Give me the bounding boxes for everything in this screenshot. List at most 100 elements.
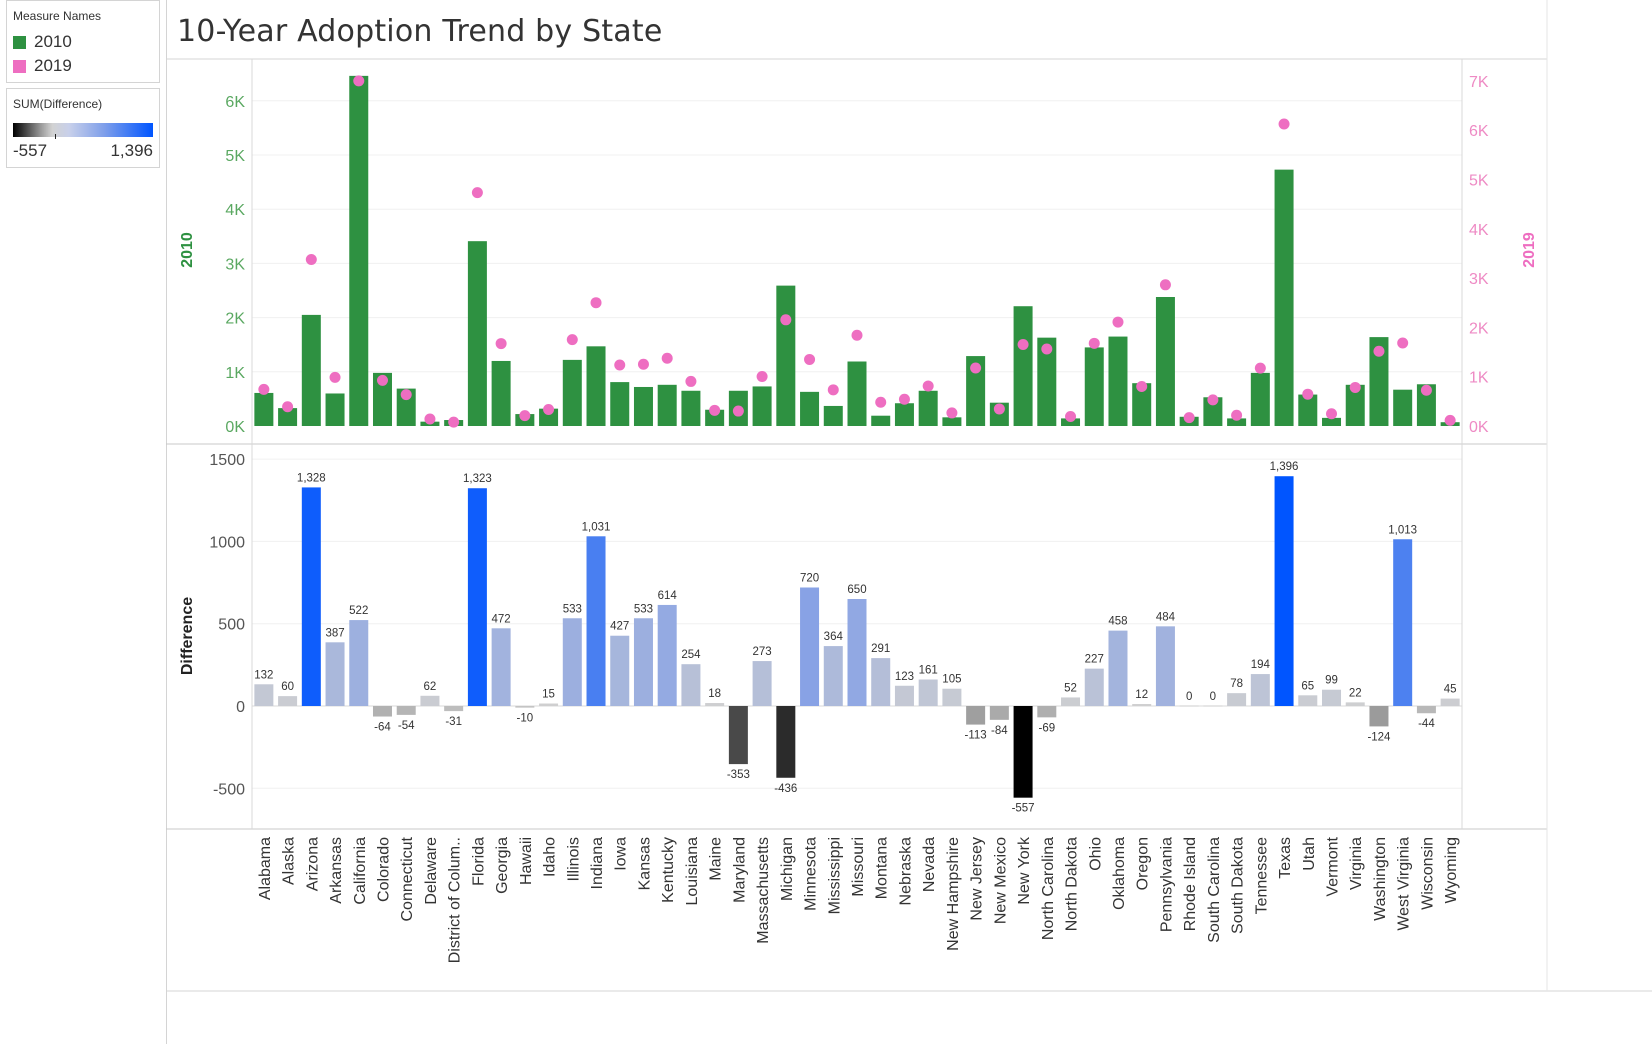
difference-label: -84 (991, 725, 1008, 737)
bar-2010 (301, 314, 321, 426)
category-label: Illinois (565, 837, 582, 881)
difference-label: 614 (658, 590, 678, 602)
category-label: Alaska (281, 837, 298, 885)
difference-bar (728, 706, 748, 765)
difference-bar (396, 706, 416, 715)
dot-2019 (1231, 409, 1243, 421)
difference-label: 650 (847, 584, 866, 596)
bar-2010 (657, 384, 677, 426)
category-label: Oregon (1135, 837, 1152, 890)
category-label: Michigan (779, 837, 796, 901)
dot-2019 (709, 404, 721, 416)
dot-2019 (1302, 388, 1314, 400)
difference-bar (539, 703, 559, 706)
right-tick-label: 3K (1469, 271, 1489, 288)
difference-label: 0 (1210, 691, 1216, 703)
left-tick-label: 2K (225, 311, 245, 328)
legend-item-2010[interactable]: 2010 (13, 31, 72, 53)
difference-bar (1416, 706, 1436, 714)
category-label: Indiana (589, 837, 606, 890)
dot-2019 (282, 401, 294, 413)
difference-bar (278, 696, 298, 706)
dot-2019 (1397, 337, 1409, 349)
difference-bar (1322, 689, 1342, 706)
difference-bar (1345, 702, 1365, 706)
right-tick-label: 5K (1469, 173, 1489, 190)
left-tick-label: 4K (225, 202, 245, 219)
difference-label: 18 (708, 688, 721, 700)
difference-bar (681, 664, 701, 706)
category-label: Pennsylvania (1158, 837, 1175, 932)
right-tick-label: 7K (1469, 74, 1489, 91)
bar-2010 (1274, 169, 1294, 426)
difference-label: -124 (1367, 731, 1391, 743)
difference-label: 99 (1325, 675, 1338, 687)
difference-bar (1061, 697, 1081, 706)
left-axis-title: 2010 (179, 232, 196, 268)
category-label: Texas (1277, 837, 1294, 879)
category-label: Virginia (1348, 837, 1365, 890)
bar-2010 (539, 408, 559, 426)
category-label: Delaware (423, 837, 440, 905)
difference-label: 533 (563, 603, 582, 615)
bar-2010 (966, 356, 986, 426)
measure-names-legend: Measure Names 2010 2019 (6, 0, 160, 83)
dot-2019 (495, 338, 507, 350)
difference-label: 123 (895, 671, 914, 683)
dot-2019 (780, 314, 792, 326)
difference-bar (823, 646, 843, 706)
difference-label: 291 (871, 643, 890, 655)
category-label: Colorado (375, 837, 392, 902)
color-gradient-bar (13, 123, 153, 137)
difference-label: -69 (1038, 722, 1055, 734)
difference-label: -436 (774, 783, 797, 795)
difference-bar (1084, 668, 1104, 706)
difference-bar (1393, 539, 1413, 706)
dot-2019 (1444, 414, 1456, 426)
difference-label: -113 (965, 730, 987, 742)
dot-2019 (1041, 343, 1053, 355)
right-tick-label: 4K (1469, 222, 1489, 239)
category-label: Mississippi (826, 837, 843, 914)
category-label: District of Colum.. (447, 837, 464, 963)
category-label: California (352, 837, 369, 905)
bar-2010 (586, 346, 606, 426)
difference-bar (491, 628, 511, 706)
bottom-axis-title: Difference (179, 597, 196, 675)
category-label: New Mexico (992, 837, 1009, 924)
bar-2010 (633, 386, 653, 426)
difference-bar (800, 587, 820, 706)
dot-2019 (1326, 408, 1338, 420)
dot-2019 (353, 75, 365, 87)
gradient-zero-tick (55, 134, 56, 139)
right-tick-label: 0K (1469, 419, 1489, 436)
right-tick-label: 2K (1469, 320, 1489, 337)
difference-label: -557 (1012, 803, 1035, 815)
bar-2010 (1227, 418, 1247, 426)
measure-legend-title: Measure Names (13, 9, 102, 23)
bar-2010 (1037, 337, 1057, 426)
difference-bar (894, 685, 914, 706)
difference-label: 161 (919, 664, 938, 676)
dot-2019 (685, 375, 697, 387)
legend-item-2019[interactable]: 2019 (13, 55, 72, 77)
bar-2010 (1345, 384, 1365, 426)
difference-bar (966, 706, 986, 725)
difference-label: 1,323 (463, 473, 492, 485)
dot-2019 (898, 393, 910, 405)
left-tick-label: 0K (225, 419, 245, 436)
category-label: Wisconsin (1419, 837, 1436, 910)
difference-label: 60 (281, 681, 294, 693)
dot-2019 (946, 407, 958, 419)
right-tick-label: 1K (1469, 370, 1489, 387)
dot-2019 (922, 380, 934, 392)
left-tick-label: 3K (225, 256, 245, 273)
difference-label: 1,013 (1388, 524, 1417, 536)
difference-label: 0 (1186, 691, 1192, 703)
category-label: Tennessee (1253, 837, 1270, 914)
left-tick-label: 6K (225, 94, 245, 111)
category-label: South Dakota (1230, 837, 1247, 934)
bar-2010 (776, 285, 796, 426)
difference-label: -31 (445, 716, 462, 728)
